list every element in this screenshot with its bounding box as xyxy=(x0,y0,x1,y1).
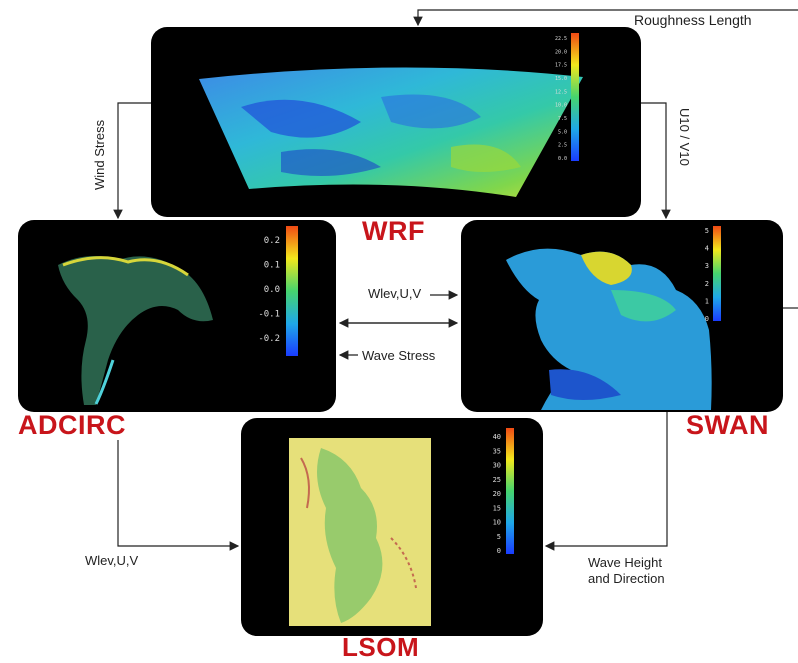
swan-colorbar-tick: 4 xyxy=(705,245,709,253)
adcirc-colorbar xyxy=(286,226,298,356)
lsom-colorbar-tick: 20 xyxy=(493,490,501,498)
u10-v10-arrow xyxy=(641,102,671,220)
lsom-colorbar-tick: 25 xyxy=(493,476,501,484)
adcirc-label: ADCIRC xyxy=(18,410,126,440)
adcirc-colorbar-tick: 0.2 xyxy=(264,236,280,246)
roughness-length-label: Roughness Length xyxy=(634,12,752,28)
wind-stress-label: Wind Stress xyxy=(92,119,107,190)
lsom-colorbar-tick: 40 xyxy=(493,433,501,441)
swan-colorbar-tick: 5 xyxy=(705,227,709,235)
swan-colorbar-tick: 2 xyxy=(705,280,709,288)
wlev-uv-mid-label: Wlev,U,V xyxy=(368,286,422,301)
adcirc-colorbar-tick: -0.2 xyxy=(258,334,280,344)
wrf-colorbar-tick: 15.0 xyxy=(555,76,567,82)
adcirc-to-lsom-arrow xyxy=(117,440,240,551)
roughness-length-arrow xyxy=(413,9,798,27)
swan-colorbar-tick: 0 xyxy=(705,315,709,323)
lsom-field-map: 40 35 30 25 20 15 10 5 0 xyxy=(289,428,514,626)
lsom-colorbar xyxy=(506,428,514,554)
wrf-colorbar-tick: 17.5 xyxy=(555,63,567,69)
wrf-panel: 22.5 20.0 17.5 15.0 12.5 10.0 7.5 5.0 2.5 0.0 xyxy=(151,27,641,217)
wrf-label: WRF xyxy=(362,216,425,246)
swan-colorbar xyxy=(713,226,721,321)
lsom-colorbar-tick: 35 xyxy=(493,447,501,455)
wrf-colorbar-tick: 0.0 xyxy=(558,156,567,162)
lsom-colorbar-tick: 5 xyxy=(497,533,501,541)
lsom-colorbar-tick: 10 xyxy=(493,519,501,527)
swan-colorbar-tick: 3 xyxy=(705,262,709,270)
wave-height-label-line1: Wave Height xyxy=(588,555,662,570)
adcirc-colorbar-tick: -0.1 xyxy=(258,310,280,320)
wave-height-label-line2: and Direction xyxy=(588,571,665,586)
wave-stress-label: Wave Stress xyxy=(362,348,436,363)
adcirc-panel: 0.2 0.1 0.0 -0.1 -0.2 xyxy=(18,220,336,412)
wrf-colorbar-tick: 2.5 xyxy=(558,143,567,149)
wrf-colorbar xyxy=(571,33,579,161)
adcirc-colorbar-tick: 0.0 xyxy=(264,285,280,295)
wrf-colorbar-tick: 7.5 xyxy=(558,116,567,122)
lsom-colorbar-tick: 0 xyxy=(497,547,501,555)
swan-field-map: 5 4 3 2 1 0 xyxy=(506,226,721,410)
wrf-colorbar-tick: 5.0 xyxy=(558,129,567,135)
lsom-panel: 40 35 30 25 20 15 10 5 0 xyxy=(241,418,543,636)
swan-colorbar-tick: 1 xyxy=(705,297,709,305)
lsom-label: LSOM xyxy=(342,632,420,662)
swan-water-area xyxy=(506,248,712,410)
wrf-colorbar-tick: 10.0 xyxy=(555,103,567,109)
wind-stress-arrow xyxy=(113,102,151,220)
wrf-field-map: 22.5 20.0 17.5 15.0 12.5 10.0 7.5 5.0 2.5 0.0 xyxy=(199,33,583,197)
wrf-colorbar-tick: 12.5 xyxy=(555,89,567,95)
u10-v10-label: U10 / V10 xyxy=(677,108,692,166)
adcirc-colorbar-tick: 0.1 xyxy=(264,261,280,271)
swan-label: SWAN xyxy=(686,410,769,440)
adcirc-field-map: 0.2 0.1 0.0 -0.1 -0.2 xyxy=(58,226,298,405)
swan-to-lsom-arrow xyxy=(544,412,668,551)
wrf-colorbar-tick: 20.0 xyxy=(555,49,567,55)
adcirc-coastline xyxy=(58,256,213,405)
swan-panel: 5 4 3 2 1 0 xyxy=(461,220,783,412)
wrf-colorbar-tick: 22.5 xyxy=(555,36,567,42)
wlev-uv-bottom-label: Wlev,U,V xyxy=(85,553,139,568)
lsom-colorbar-tick: 15 xyxy=(493,504,501,512)
lsom-colorbar-tick: 30 xyxy=(493,462,501,470)
